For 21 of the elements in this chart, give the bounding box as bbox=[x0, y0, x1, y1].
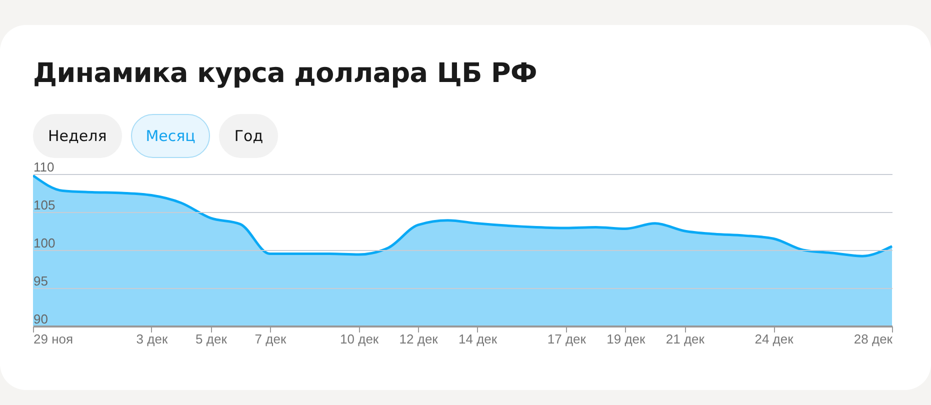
text: Месяц bbox=[130, 114, 210, 158]
y-tick-label: 95 bbox=[34, 274, 48, 288]
x-tick-label: 14 дек bbox=[458, 332, 498, 346]
y-tick-label: 110 bbox=[34, 160, 54, 174]
y-tick-label: 105 bbox=[34, 198, 56, 212]
x-tick-label: 28 дек bbox=[854, 332, 893, 346]
x-tick-label: 7 дек bbox=[254, 332, 286, 346]
x-tick-label: 24 дек bbox=[754, 332, 794, 346]
x-tick-label: 19 дек bbox=[606, 332, 646, 346]
x-tick-label: 17 дек bbox=[547, 332, 586, 346]
x-tick-label: 5 дек bbox=[196, 332, 228, 346]
y-tick-label: 100 bbox=[34, 236, 56, 250]
text: Неделя bbox=[33, 114, 122, 158]
chart-title: Динамика курса доллара ЦБ РФ bbox=[33, 58, 537, 89]
x-tick-label: 29 ноя bbox=[34, 332, 74, 346]
x-tick-label: 3 дек bbox=[136, 332, 168, 346]
x-tick-label: 10 дек bbox=[340, 332, 379, 346]
text: Год bbox=[219, 114, 278, 158]
x-tick-label: 12 дек bbox=[399, 332, 438, 346]
y-tick-label: 90 bbox=[34, 312, 48, 326]
x-tick-label: 21 дек bbox=[666, 332, 705, 346]
